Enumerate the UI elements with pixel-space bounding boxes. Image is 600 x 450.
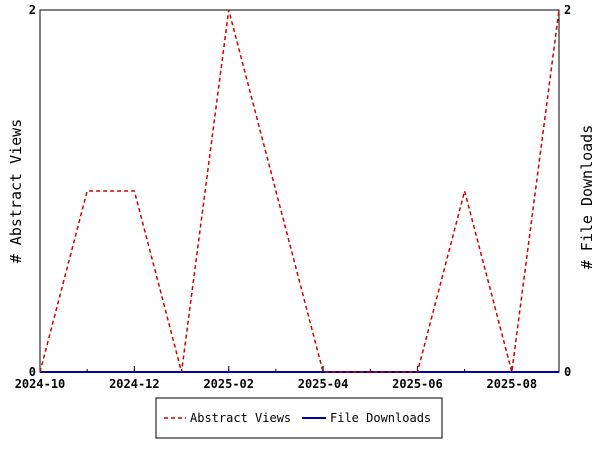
legend-label-abstract-views: Abstract Views	[190, 411, 291, 425]
series-line-abstract-views	[39, 9, 560, 373]
x-tick-label: 2025-08	[487, 377, 538, 391]
y-axis-right-title: # File Downloads	[578, 125, 596, 270]
y-right-tick-label: 2	[564, 3, 571, 17]
x-tick-label: 2024-12	[109, 377, 160, 391]
y-tick-labels: 0 2 0 2	[29, 3, 571, 379]
x-tick-labels: 2024-10 2024-12 2025-02 2025-04 2025-06 2025-…	[15, 366, 537, 391]
y-left-tick-label: 2	[29, 3, 36, 17]
x-tick-label: 2025-04	[298, 377, 349, 391]
x-tick-label: 2025-06	[392, 377, 443, 391]
series-layer	[39, 9, 560, 373]
y-right-tick-label: 0	[564, 365, 571, 379]
legend-box	[155, 397, 443, 439]
y-axis-left-title: # Abstract Views	[7, 119, 25, 264]
legend: Abstract Views File Downloads	[155, 397, 443, 439]
y-left-tick-label: 0	[29, 365, 36, 379]
legend-label-file-downloads: File Downloads	[330, 411, 431, 425]
x-tick-label: 2025-02	[203, 377, 254, 391]
x-tick-label: 2024-10	[15, 377, 66, 391]
